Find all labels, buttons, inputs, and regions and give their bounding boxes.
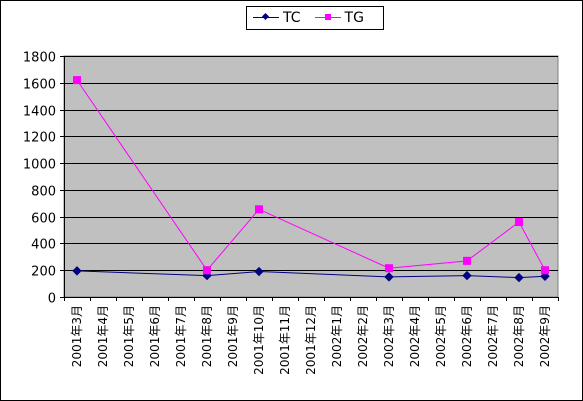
data-point-tg [541, 266, 549, 275]
legend-swatch-tc [253, 12, 279, 24]
x-tick-label: 2001年4月 [96, 305, 110, 367]
x-tick-label: 2001年3月 [70, 305, 84, 367]
data-point-tg [463, 256, 471, 265]
diamond-marker-icon [261, 12, 270, 21]
x-tick-label: 2002年5月 [434, 305, 448, 367]
legend-swatch-tg [314, 12, 341, 24]
data-point-tc [254, 266, 264, 277]
x-tick-label: 2002年3月 [382, 305, 396, 367]
data-point-tg [203, 266, 211, 275]
plot-area [63, 55, 559, 298]
x-tick-label: 2001年9月 [226, 305, 240, 367]
x-tick-label: 2001年10月 [252, 305, 266, 375]
y-tick-label: 200 [31, 265, 56, 280]
y-tick-label: 400 [31, 238, 56, 253]
y-tick-label: 1000 [23, 158, 56, 173]
data-point-tc [540, 271, 550, 281]
x-tick-label: 2001年7月 [174, 305, 188, 367]
y-tick-label: 1400 [23, 105, 56, 120]
x-tick-label: 2002年1月 [330, 305, 344, 367]
y-tick-label: 800 [31, 185, 56, 200]
legend-item-tc: TC [253, 10, 301, 26]
legend: TC TG [246, 6, 384, 30]
data-point-tg [255, 205, 263, 214]
y-tick-label: 1200 [23, 131, 56, 146]
legend-label-tg: TG [344, 10, 364, 26]
x-tick-label: 2001年12月 [304, 305, 318, 375]
square-marker-icon [324, 14, 331, 20]
legend-label-tc: TC [283, 10, 301, 26]
x-tick-label: 2001年8月 [200, 305, 214, 367]
x-tick-label: 2002年6月 [460, 305, 474, 367]
x-tick-label: 2002年9月 [538, 305, 552, 367]
y-tick-label: 600 [31, 212, 56, 227]
x-tick-label: 2002年2月 [356, 305, 370, 367]
y-tick-label: 0 [48, 292, 56, 307]
x-tick-label: 2002年7月 [486, 305, 500, 367]
y-tick-label: 1600 [23, 78, 56, 93]
x-tick-label: 2001年5月 [122, 305, 136, 367]
data-point-tc [462, 270, 472, 281]
data-point-tg [73, 76, 81, 85]
x-tick-label: 2002年8月 [512, 305, 526, 367]
data-point-tg [515, 218, 523, 227]
x-tick-label: 2001年6月 [148, 305, 162, 367]
data-point-tc [514, 272, 524, 283]
data-point-tg [385, 264, 393, 273]
data-point-tc [72, 266, 82, 276]
x-tick-label: 2002年4月 [408, 305, 422, 367]
legend-item-tg: TG [314, 10, 364, 26]
x-tick-label: 2001年11月 [278, 305, 292, 375]
y-tick-label: 1800 [23, 51, 56, 66]
data-point-tc [384, 272, 394, 282]
